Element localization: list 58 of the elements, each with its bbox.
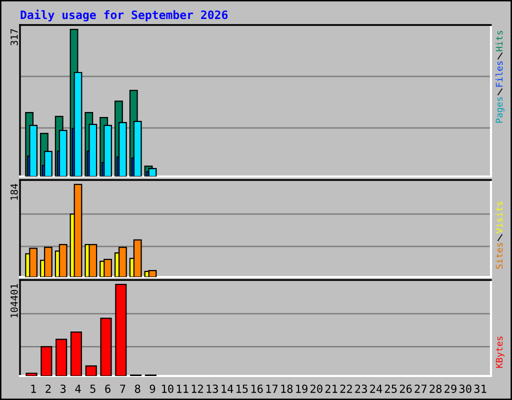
- legend-label: Pages: [496, 97, 504, 123]
- bar: [40, 346, 52, 376]
- x-tick-label: 8: [134, 384, 140, 393]
- x-tick-label: 13: [206, 384, 218, 393]
- x-tick-label: 20: [310, 384, 322, 393]
- bar: [74, 184, 82, 277]
- bar: [70, 331, 82, 376]
- text: 317: [10, 29, 18, 46]
- legend-label: Sites: [496, 243, 503, 269]
- x-tick-label: 4: [75, 384, 81, 393]
- bar: [148, 168, 157, 176]
- x-tick-label: 22: [340, 384, 352, 393]
- x-tick-label: 30: [459, 384, 472, 393]
- x-tick-label: 29: [444, 384, 456, 393]
- x-tick-label: 23: [355, 384, 367, 393]
- bar: [56, 338, 68, 376]
- bar: [29, 248, 38, 277]
- x-tick-label: 31: [474, 384, 486, 393]
- x-tick-label: 12: [192, 384, 203, 393]
- bar: [104, 258, 112, 277]
- chart-title: Daily usage for September 2026: [20, 10, 228, 22]
- x-tick-label: 2: [46, 384, 51, 393]
- x-tick-label: 24: [370, 384, 382, 393]
- bar: [100, 318, 112, 376]
- x-tick-label: 1: [31, 384, 36, 393]
- text: Visits: [496, 202, 503, 234]
- bar: [88, 244, 98, 277]
- x-tick-label: 11: [176, 384, 188, 393]
- x-tick-label: 5: [90, 384, 96, 393]
- x-tick-label: 7: [120, 384, 126, 393]
- x-tick-label: 27: [414, 384, 427, 393]
- x-tick-label: 10: [162, 384, 174, 393]
- x-tick-label: 6: [105, 384, 110, 393]
- x-tick-label: 26: [400, 384, 412, 393]
- x-tick-label: 25: [385, 384, 397, 393]
- bar: [148, 270, 157, 277]
- x-tick-label: 9: [150, 384, 156, 393]
- bar: [133, 239, 142, 277]
- bar: [85, 365, 97, 376]
- bar: [44, 246, 52, 277]
- bar: [26, 372, 38, 376]
- x-tick-label: 15: [236, 384, 248, 393]
- x-tick-label: 28: [430, 384, 442, 393]
- bar: [58, 244, 68, 277]
- x-tick-label: 17: [266, 384, 278, 393]
- x-tick-label: 16: [251, 384, 263, 393]
- x-tick-label: 3: [60, 384, 66, 393]
- x-tick-label: 21: [325, 384, 338, 393]
- text: 104401: [10, 284, 18, 318]
- x-tick-label: 18: [281, 384, 293, 393]
- bar: [118, 246, 127, 277]
- bar: [115, 284, 127, 376]
- x-tick-label: 19: [296, 384, 308, 393]
- text: 184: [10, 184, 18, 200]
- x-tick-label: 14: [222, 384, 234, 393]
- text: KBytes: [496, 336, 504, 368]
- legend-label: Files: [496, 61, 503, 87]
- text: Hits: [496, 30, 503, 52]
